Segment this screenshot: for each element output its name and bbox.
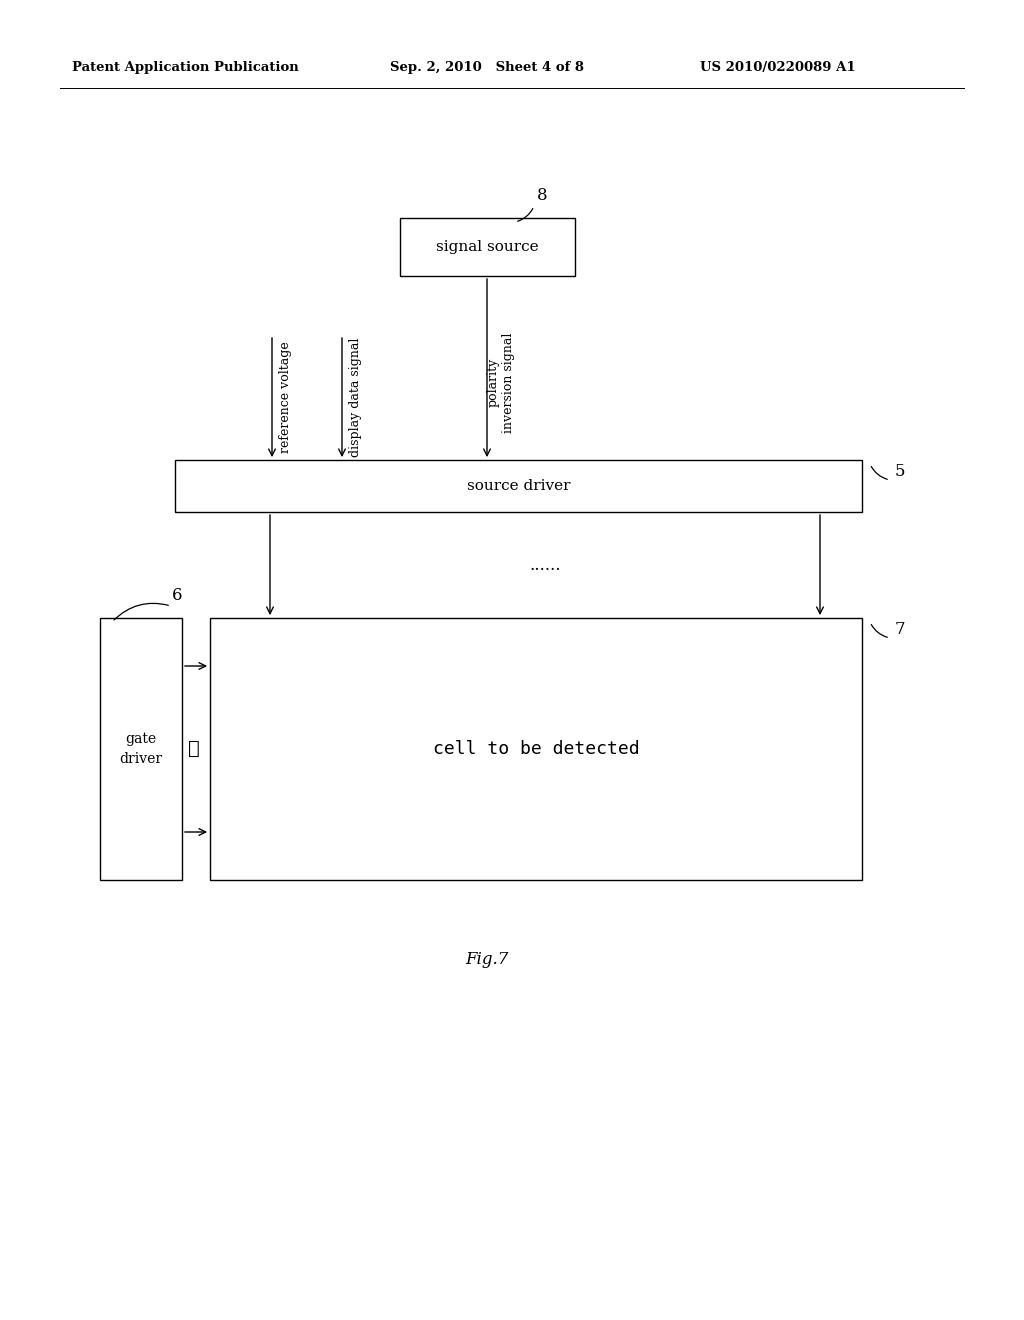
Text: ⋮: ⋮ <box>188 741 200 758</box>
Text: 6: 6 <box>172 587 182 605</box>
Text: signal source: signal source <box>435 240 539 253</box>
Bar <box>175 459 862 512</box>
Text: display data signal: display data signal <box>348 338 361 457</box>
Text: reference voltage: reference voltage <box>279 342 292 453</box>
Text: Sep. 2, 2010   Sheet 4 of 8: Sep. 2, 2010 Sheet 4 of 8 <box>390 62 584 74</box>
Bar <box>210 618 862 880</box>
Text: ......: ...... <box>529 557 561 573</box>
Text: source driver: source driver <box>467 479 570 492</box>
Text: Patent Application Publication: Patent Application Publication <box>72 62 299 74</box>
Text: 8: 8 <box>537 187 547 205</box>
Bar <box>399 218 574 276</box>
Bar <box>100 618 182 880</box>
Text: US 2010/0220089 A1: US 2010/0220089 A1 <box>700 62 856 74</box>
Text: 5: 5 <box>895 463 905 480</box>
Text: polarity
inversion signal: polarity inversion signal <box>487 333 515 433</box>
Text: 7: 7 <box>895 622 905 639</box>
Text: cell to be detected: cell to be detected <box>433 741 639 758</box>
Text: gate
driver: gate driver <box>120 733 163 766</box>
Text: Fig.7: Fig.7 <box>465 952 509 969</box>
